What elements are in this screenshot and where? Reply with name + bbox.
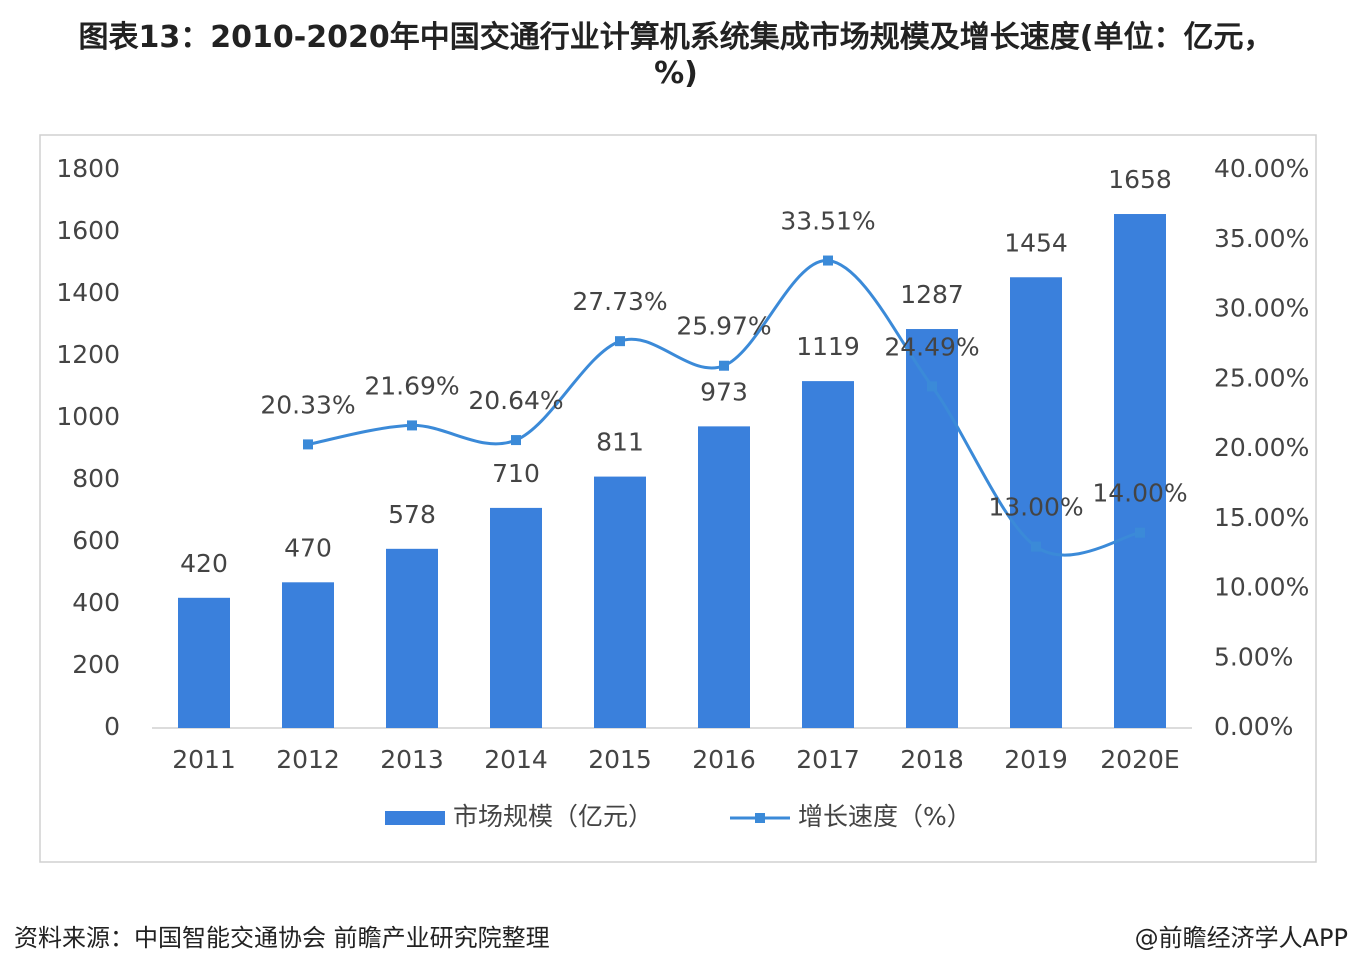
y2-tick-label: 0.00% bbox=[1214, 712, 1293, 741]
legend-swatch bbox=[385, 811, 445, 825]
bar bbox=[906, 329, 958, 728]
bar bbox=[1010, 277, 1062, 728]
bar-value-label: 1119 bbox=[796, 332, 860, 361]
bar-value-label: 1454 bbox=[1004, 228, 1068, 257]
x-tick-label: 2013 bbox=[380, 745, 444, 774]
bar bbox=[386, 548, 438, 728]
bar bbox=[1114, 214, 1166, 728]
y-tick-label: 600 bbox=[72, 526, 120, 555]
bar bbox=[282, 582, 334, 728]
y2-tick-label: 35.00% bbox=[1214, 224, 1309, 253]
chart-frame bbox=[39, 134, 1317, 863]
bar bbox=[698, 426, 750, 728]
x-tick-label: 2014 bbox=[484, 745, 548, 774]
line-value-label: 27.73% bbox=[572, 287, 667, 316]
growth-line bbox=[307, 259, 1141, 557]
bar-value-label: 470 bbox=[284, 533, 332, 562]
line-value-label: 33.51% bbox=[780, 207, 875, 236]
x-tick-label: 2019 bbox=[1004, 745, 1068, 774]
line-marker bbox=[511, 435, 521, 446]
y-tick-label: 400 bbox=[72, 588, 120, 617]
bar bbox=[594, 476, 646, 728]
bar-value-label: 973 bbox=[700, 377, 748, 406]
y2-tick-label: 15.00% bbox=[1214, 503, 1309, 532]
y2-tick-label: 20.00% bbox=[1214, 433, 1309, 462]
credit: @前瞻经济学人APP bbox=[1134, 924, 1348, 952]
y-tick-label: 800 bbox=[72, 464, 120, 493]
chart-title: 图表13：2010-2020年中国交通行业计算机系统集成市场规模及增长速度(单位… bbox=[78, 20, 1274, 91]
bar-value-label: 578 bbox=[388, 500, 436, 529]
line-value-label: 20.64% bbox=[468, 386, 563, 415]
line-value-label: 25.97% bbox=[676, 312, 771, 341]
x-tick-label: 2015 bbox=[588, 745, 652, 774]
x-tick-label: 2020E bbox=[1100, 745, 1179, 774]
y-tick-label: 1000 bbox=[56, 402, 120, 431]
line-value-label: 21.69% bbox=[364, 371, 459, 400]
y2-tick-label: 25.00% bbox=[1214, 363, 1309, 392]
y2-tick-label: 10.00% bbox=[1214, 573, 1309, 602]
y2-tick-label: 5.00% bbox=[1214, 642, 1293, 671]
y-tick-label: 0 bbox=[104, 712, 120, 741]
legend-label: 市场规模（亿元） bbox=[453, 802, 653, 831]
y-tick-label: 1400 bbox=[56, 278, 120, 307]
bar bbox=[802, 381, 854, 728]
line-marker bbox=[719, 360, 729, 371]
x-tick-label: 2018 bbox=[900, 745, 964, 774]
x-tick-label: 2011 bbox=[172, 745, 236, 774]
x-tick-label: 2016 bbox=[692, 745, 756, 774]
line-marker bbox=[927, 381, 937, 392]
bar-value-label: 1658 bbox=[1108, 165, 1172, 194]
line-marker bbox=[303, 439, 313, 450]
bar-value-label: 710 bbox=[492, 459, 540, 488]
x-tick-label: 2012 bbox=[276, 745, 340, 774]
y-tick-label: 1800 bbox=[56, 154, 120, 183]
legend-label: 增长速度（%） bbox=[798, 802, 972, 831]
line-marker bbox=[615, 336, 625, 347]
y2-tick-label: 40.00% bbox=[1214, 154, 1309, 183]
line-marker bbox=[823, 255, 833, 266]
y-tick-label: 1600 bbox=[56, 216, 120, 245]
line-marker bbox=[1031, 541, 1041, 552]
bar bbox=[490, 507, 542, 728]
legend-marker bbox=[755, 813, 765, 823]
chart: 0 200 400 600 800 1000 1200 1400 1600 1800 0.00% 5.… bbox=[39, 134, 1317, 863]
bar-value-label: 420 bbox=[180, 549, 228, 578]
line-marker bbox=[1135, 527, 1145, 538]
source-note: 资料来源：中国智能交通协会 前瞻产业研究院整理 bbox=[14, 924, 550, 952]
x-tick-label: 2017 bbox=[796, 745, 860, 774]
line-value-label: 20.33% bbox=[260, 390, 355, 419]
bar-value-label: 811 bbox=[596, 428, 644, 457]
line-marker bbox=[407, 420, 417, 431]
bar bbox=[178, 597, 230, 728]
line-value-label: 14.00% bbox=[1092, 479, 1187, 508]
y-tick-label: 200 bbox=[72, 650, 120, 679]
bar-value-label: 1287 bbox=[900, 280, 964, 309]
line-value-label: 13.00% bbox=[988, 493, 1083, 522]
y2-tick-label: 30.00% bbox=[1214, 294, 1309, 323]
y-tick-label: 1200 bbox=[56, 340, 120, 369]
line-value-label: 24.49% bbox=[884, 332, 979, 361]
